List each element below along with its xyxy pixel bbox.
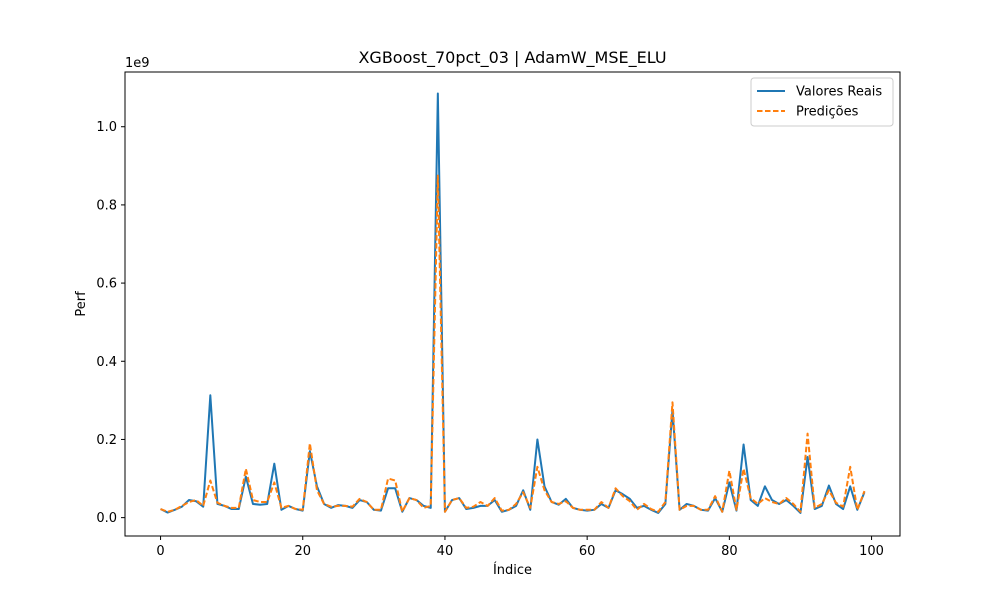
y-axis-label: Perf	[74, 291, 89, 317]
y-axis-ticks: 0.0 0.2 0.4 0.6 0.8 1.0	[96, 120, 125, 526]
legend-frame	[750, 77, 894, 127]
y-tick-label: 1.0	[96, 120, 117, 135]
x-tick-label: 60	[579, 544, 596, 559]
chart-title: XGBoost_70pct_03 | AdamW_MSE_ELU	[358, 48, 666, 68]
x-tick-label: 40	[437, 544, 454, 559]
y-tick-label: 0.6	[96, 277, 117, 292]
y-tick-label: 0.2	[96, 433, 117, 448]
x-axis-ticks: 0 20 40 60 80 100	[156, 536, 884, 559]
x-tick-label: 0	[156, 544, 164, 559]
y-axis-offset-label: 1e9	[125, 56, 150, 71]
plot-content	[160, 92, 866, 514]
legend: Valores Reais Predições	[750, 77, 894, 127]
y-tick-label: 0.0	[96, 511, 117, 526]
legend-label-valores-reais: Valores Reais	[796, 85, 882, 100]
series-line-predicoes	[160, 174, 866, 513]
y-tick-label: 0.8	[96, 198, 117, 213]
series-line-valores-reais	[160, 92, 866, 514]
y-tick-label: 0.4	[96, 355, 117, 370]
x-axis-label: Índice	[493, 562, 532, 578]
x-tick-label: 100	[859, 544, 884, 559]
plot-area-frame	[124, 71, 901, 537]
x-tick-label: 20	[294, 544, 311, 559]
x-tick-label: 80	[721, 544, 738, 559]
legend-label-predicoes: Predições	[796, 105, 859, 120]
